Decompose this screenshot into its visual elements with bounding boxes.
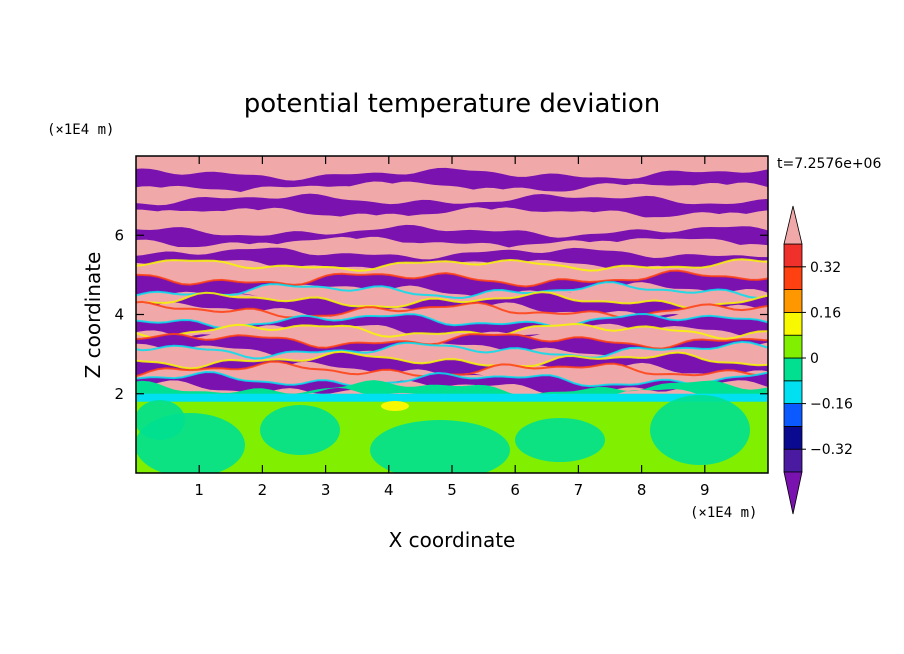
colorbar-min-triangle [783,471,803,515]
x-axis: 1 2 3 4 5 6 7 8 9 [194,156,710,499]
x-unit-label: (×1E4 m) [690,505,757,521]
z-unit-label: (×1E4 m) [47,122,114,138]
contour-band [136,380,768,404]
colorbar-segment [783,266,803,290]
time-label: t=7.2576e+06 [777,156,881,172]
x-tick-label: 5 [447,481,457,499]
colorbar-segment [783,425,803,450]
contour-edge [136,350,768,370]
x-tick-label: 7 [574,481,584,499]
contour-edge [136,370,768,388]
contour-edge [136,291,768,310]
x-axis-label: X coordinate [389,528,516,552]
warm-spot [381,401,409,411]
contour-band [136,181,768,206]
plot-area [136,156,768,473]
lower-blob [650,395,750,465]
contour-band [136,247,768,272]
contour-band [136,236,768,260]
colorbar-segment [783,243,803,268]
colorbar-max-triangle [783,205,803,245]
colorbar-segment [783,403,803,427]
x-tick-label: 9 [700,481,710,499]
contour-band [136,156,768,181]
colorbar-segment [783,334,803,359]
colorbar-label: 0.16 [810,305,841,321]
lower-blob [370,420,510,473]
colorbar-label: −0.16 [810,397,853,413]
contour-band [136,259,768,285]
x-tick-label: 6 [510,481,520,499]
contour-band [136,282,768,309]
contour-edge [136,269,768,288]
contour-band [136,292,768,319]
colorbar-segment [783,311,803,336]
contour-edge [136,332,768,350]
colorbar-segment [783,448,803,473]
y-tick-label: 6 [114,226,124,244]
colorbar-label: −0.32 [810,442,853,458]
contour-edge [136,340,768,360]
colorbar-label: 0 [810,351,819,367]
x-tick-label: 1 [194,481,204,499]
contour-edge [136,258,768,272]
contour-band [136,270,768,299]
lower-blob [515,418,605,462]
x-tick-label: 4 [384,481,394,499]
y-tick-label: 4 [114,306,124,324]
lower-blob [136,400,185,440]
y-axis: 2 4 6 [114,226,768,403]
y-tick-label: 2 [114,385,124,403]
lower-blob [260,405,340,455]
lower-region [136,393,768,473]
colorbar-label: 0.32 [810,260,841,276]
colorbar-segment [783,380,803,404]
contour-band [136,193,768,219]
x-tick-label: 2 [258,481,268,499]
colorbar: 0.32 0.16 0 −0.16 −0.32 [783,205,853,515]
lower-boundary [136,393,768,402]
contour-edge [136,322,768,340]
band-layer [136,156,768,404]
contour-band [136,207,768,238]
contour-band [136,361,768,387]
contour-edge [136,281,768,300]
contour-edge [136,300,768,319]
colorbar-segment [783,289,803,313]
chart-title: potential temperature deviation [244,89,660,119]
y-axis-label: Z coordinate [81,252,105,379]
contour-band [136,324,768,349]
colorbar-segment [783,357,803,382]
x-tick-label: 8 [637,481,647,499]
x-tick-label: 3 [321,481,331,499]
contour-band [136,314,768,339]
contour-band [136,341,768,369]
